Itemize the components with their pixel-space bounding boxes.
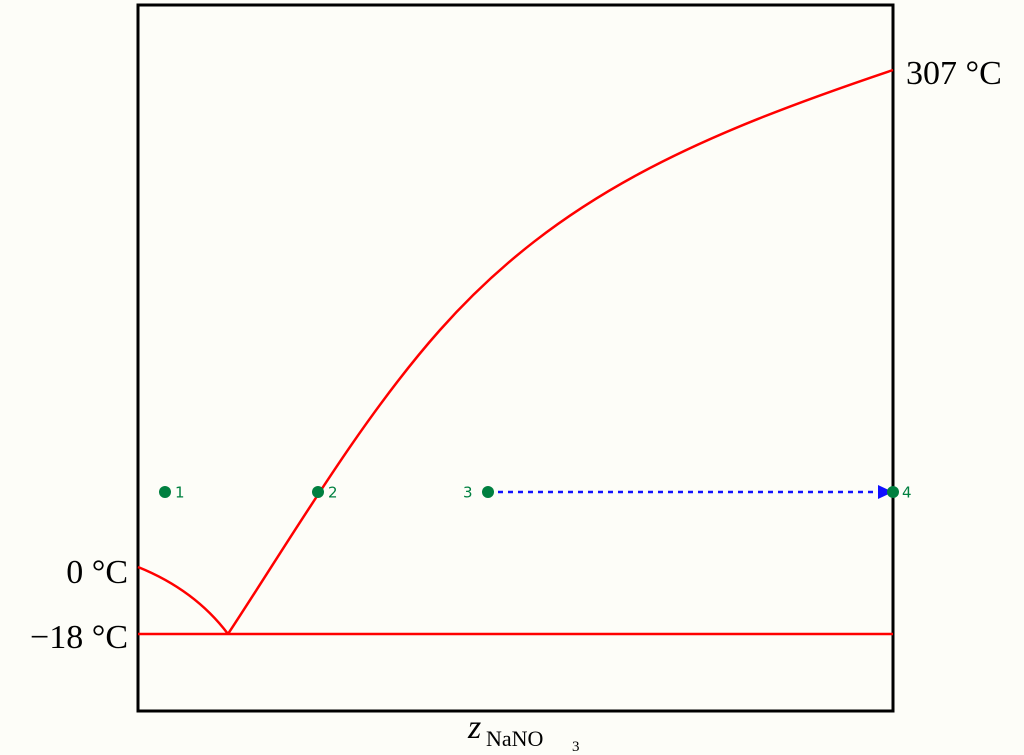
point-label: 3: [463, 484, 473, 502]
temperature-label: 307 °C: [906, 55, 1002, 92]
x-axis-symbol: z: [467, 709, 481, 746]
arrow-head: [878, 485, 893, 499]
x-axis-subscript-index: 3: [572, 739, 580, 755]
temperature-label: −18 °C: [30, 619, 128, 656]
point: [482, 486, 494, 498]
frame: [136, 3, 895, 713]
point: [159, 486, 171, 498]
point: [312, 486, 324, 498]
point: [887, 486, 899, 498]
x-axis-subscript: NaNO: [486, 726, 543, 751]
point-label: 4: [902, 484, 912, 502]
point-label: 1: [175, 484, 185, 502]
ice-liquidus: [137, 565, 229, 635]
temperature-label: 0 °C: [66, 554, 128, 591]
point-label: 2: [328, 484, 338, 502]
salt-liquidus: [226, 68, 894, 635]
